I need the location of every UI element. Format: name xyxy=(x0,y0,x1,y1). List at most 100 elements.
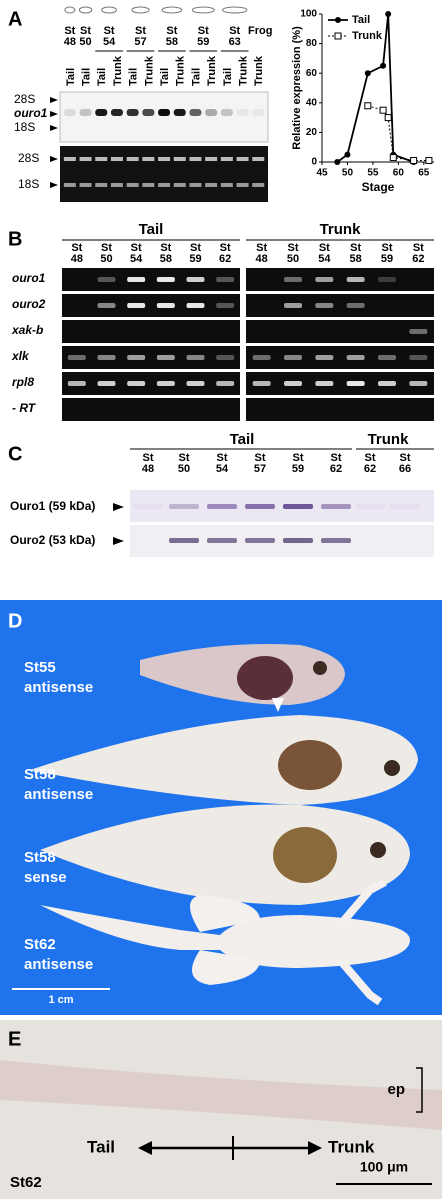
blot-band xyxy=(321,538,351,543)
direction-label: Tail xyxy=(87,1137,115,1156)
gel-band xyxy=(216,303,235,308)
stage-label: St xyxy=(350,242,361,254)
marker-label: ouro1 xyxy=(14,106,48,120)
lane-label: Trunk xyxy=(175,55,187,86)
marker-label: 18S xyxy=(14,120,35,134)
gel-band xyxy=(252,183,265,187)
stage-label: St xyxy=(365,452,376,464)
gel-band xyxy=(236,157,249,161)
specimen-photos xyxy=(30,644,418,1006)
gel-band xyxy=(346,381,365,386)
blot-band xyxy=(110,109,123,116)
y-tick-label: 100 xyxy=(300,9,317,20)
gel-band xyxy=(378,277,396,282)
stage-label: 48 xyxy=(64,36,76,48)
x-tick-label: 60 xyxy=(393,168,405,179)
group-label: Tail xyxy=(230,431,255,448)
protein-label: Ouro1 (59 kDa) xyxy=(10,499,95,513)
group-label: Trunk xyxy=(368,431,409,448)
arrowhead xyxy=(308,1141,322,1155)
stage-label: St xyxy=(229,25,240,37)
y-tick-label: 40 xyxy=(306,97,318,108)
stage-label: 59 xyxy=(381,253,393,265)
point xyxy=(364,70,371,77)
stage-label: 62 xyxy=(330,463,342,475)
stage-label: St xyxy=(190,242,201,254)
legend-label: Trunk xyxy=(352,30,383,42)
marker-arrow xyxy=(50,182,58,188)
point xyxy=(410,157,418,165)
stage-label: St xyxy=(179,452,190,464)
gel-band xyxy=(79,157,92,161)
blot-band xyxy=(63,109,76,116)
marker-label: 28S xyxy=(18,151,39,165)
legend-label: Tail xyxy=(352,14,370,26)
stage-label: St xyxy=(382,242,393,254)
gel-band xyxy=(97,303,116,308)
point xyxy=(364,102,372,110)
gel-band xyxy=(315,381,334,386)
stage-icon xyxy=(191,6,215,14)
marker-arrow xyxy=(50,156,58,162)
gel-band xyxy=(315,277,334,282)
gel-band xyxy=(97,355,116,360)
lane-label: Tail xyxy=(96,68,108,86)
gene-label: ouro2 xyxy=(12,297,46,311)
gel-row xyxy=(246,346,434,369)
gel-band xyxy=(186,277,205,282)
lane-label: Trunk xyxy=(143,55,155,86)
stage-label: St62 xyxy=(10,1174,42,1191)
group-label: Trunk xyxy=(320,221,361,238)
stage-label: St xyxy=(293,452,304,464)
stage-label: St xyxy=(255,452,266,464)
panel-label: D xyxy=(8,610,22,632)
bracket xyxy=(416,1067,423,1113)
marker-arrow xyxy=(113,537,124,545)
gel-band xyxy=(216,381,235,386)
marker-label: 28S xyxy=(14,92,35,106)
gel-band xyxy=(186,355,205,360)
point xyxy=(334,159,341,165)
stage-label: 48 xyxy=(256,253,268,265)
stage-label: St xyxy=(198,25,209,37)
stage-label: St xyxy=(256,242,267,254)
specimen-label: antisense xyxy=(24,956,93,973)
gel-band xyxy=(189,183,202,187)
blot-band xyxy=(207,538,237,543)
arrowhead xyxy=(138,1141,152,1155)
gel-band xyxy=(127,303,146,308)
stage-label: 62 xyxy=(364,463,376,475)
gel-band xyxy=(284,355,302,360)
stage-label: St xyxy=(331,452,342,464)
stage-label: St xyxy=(319,242,330,254)
series-line xyxy=(367,105,429,162)
stage-label: 58 xyxy=(160,253,172,265)
gel-band xyxy=(126,183,139,187)
blot-band xyxy=(283,504,313,509)
gel-band xyxy=(346,355,365,360)
gel-band xyxy=(63,183,76,187)
gel-band xyxy=(127,355,146,360)
stage-label: 58 xyxy=(166,36,178,48)
panel-label: E xyxy=(8,1028,21,1050)
marker-arrow xyxy=(50,97,58,103)
stage-icon xyxy=(101,6,117,14)
stage-label: 62 xyxy=(219,253,231,265)
point xyxy=(425,157,433,165)
gel-band xyxy=(63,157,76,161)
x-axis-label: Stage xyxy=(362,180,395,194)
gel-band xyxy=(186,381,205,386)
stage-label: St xyxy=(143,452,154,464)
blot-band xyxy=(158,109,171,116)
stage-label: St xyxy=(71,242,82,254)
gene-label: xak-b xyxy=(11,323,43,337)
blot-band xyxy=(355,504,385,509)
gel-band xyxy=(110,183,123,187)
stage-label: 59 xyxy=(292,463,304,475)
gel-band xyxy=(79,183,92,187)
protein-label: Ouro2 (53 kDa) xyxy=(10,533,95,547)
lane-label: Trunk xyxy=(206,55,218,86)
panel-label: A xyxy=(8,8,22,30)
stage-icon xyxy=(78,6,93,14)
